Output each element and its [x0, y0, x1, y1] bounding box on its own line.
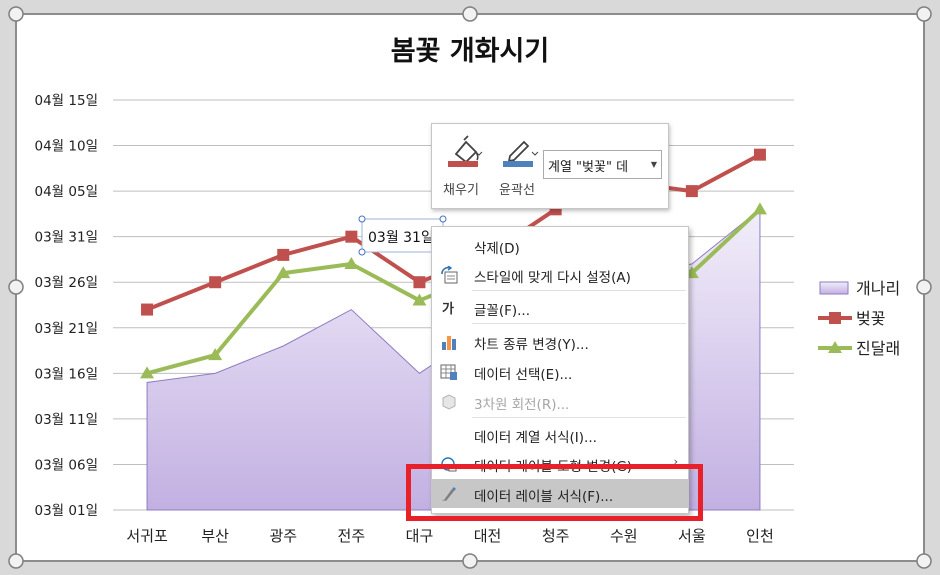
- y-tick-label: 03월 01일: [35, 503, 99, 519]
- x-tick-label: 서울: [678, 527, 706, 545]
- y-tick-label: 03월 26일: [35, 275, 99, 291]
- legend-marker: [829, 312, 841, 324]
- data-point-marker: [752, 202, 767, 215]
- resize-handle: [916, 279, 932, 295]
- fill-button[interactable]: 채우기: [438, 130, 484, 200]
- svg-text:가: 가: [442, 302, 454, 317]
- mini-toolbar: 채우기 윤곽선 계열 "벚꽃" 데 ▼: [431, 123, 669, 209]
- data-point-marker: [276, 266, 291, 279]
- menu-item-format-data-labels[interactable]: 데이터 레이블 서식(F)...: [432, 479, 688, 508]
- y-tick-label: 04월 10일: [35, 139, 99, 155]
- menu-separator: [472, 323, 686, 324]
- data-point-marker: [277, 248, 290, 261]
- format-label-icon: [442, 487, 456, 501]
- resize-handle: [916, 553, 932, 569]
- series-selector-value: 계열 "벚꽃" 데: [548, 160, 629, 175]
- data-label-box: [361, 218, 444, 253]
- x-tick-label: 인천: [746, 527, 774, 545]
- menu-item-change-chart-type[interactable]: 차트 종류 변경(Y)...: [432, 327, 688, 356]
- resize-handle: [916, 6, 932, 22]
- paint-bucket-icon: [448, 135, 483, 167]
- rotation-3d-icon: [442, 394, 456, 410]
- menu-item-label: 데이터 레이블 서식(F)...: [474, 489, 614, 505]
- highlight-box: [406, 464, 703, 521]
- menu-item-label: 3차원 회전(R)...: [474, 397, 570, 413]
- menu-item-select-data[interactable]: 데이터 선택(E)...: [432, 357, 688, 386]
- data-point-marker: [753, 148, 766, 161]
- data-point-marker: [140, 366, 155, 379]
- label-resize-handle: [439, 215, 447, 223]
- x-tick-label: 대구: [406, 527, 434, 545]
- data-point-marker: [345, 230, 358, 243]
- chart-title[interactable]: 봄꽃 개화시기: [391, 36, 549, 67]
- resize-handle: [462, 553, 478, 569]
- y-tick-label: 04월 05일: [35, 184, 99, 200]
- y-tick-label: 03월 06일: [35, 457, 99, 473]
- submenu-arrow-icon: ›: [673, 455, 678, 468]
- fill-label: 채우기: [443, 183, 479, 198]
- x-tick-label: 전주: [338, 527, 366, 545]
- x-tick-label: 서귀포: [126, 527, 168, 545]
- legend-label: 벚꽃: [856, 309, 885, 328]
- menu-item-label: 데이터 선택(E)...: [474, 367, 573, 383]
- y-tick-label: 04월 15일: [35, 93, 99, 109]
- menu-item-format-series[interactable]: 데이터 계열 서식(I)...: [432, 420, 688, 449]
- legend-swatch: [819, 281, 849, 295]
- data-point-marker: [412, 293, 427, 306]
- pen-icon: [503, 140, 539, 167]
- label-resize-handle: [358, 248, 366, 256]
- resize-handle: [8, 6, 24, 22]
- resize-handle: [8, 553, 24, 569]
- menu-separator: [472, 290, 686, 291]
- data-point-marker: [209, 276, 222, 289]
- font-icon: 가: [442, 302, 454, 317]
- legend-item[interactable]: 진달래: [818, 339, 900, 358]
- y-tick-label: 03월 11일: [35, 412, 99, 428]
- menu-item-reset-style[interactable]: 스타일에 맞게 다시 설정(A): [432, 260, 688, 289]
- menu-item-label: 데이터 계열 서식(I)...: [474, 430, 597, 446]
- legend-item[interactable]: 개나리: [819, 279, 900, 298]
- menu-item-label: 스타일에 맞게 다시 설정(A): [474, 270, 631, 286]
- select-data-icon: [440, 364, 457, 380]
- outline-label: 윤곽선: [499, 183, 535, 198]
- reset-style-icon: [441, 266, 458, 284]
- data-point-marker: [685, 185, 698, 198]
- series-selector[interactable]: 계열 "벚꽃" 데 ▼: [543, 150, 662, 179]
- menu-item-label: 글꼴(F)...: [474, 303, 531, 319]
- x-tick-label: 청주: [542, 527, 570, 545]
- x-tick-label: 대전: [474, 527, 502, 545]
- label-resize-handle: [358, 215, 366, 223]
- legend-item[interactable]: 벚꽃: [818, 309, 885, 328]
- resize-handle: [462, 6, 478, 22]
- menu-item-label: 차트 종류 변경(Y)...: [474, 337, 589, 353]
- x-tick-label: 부산: [201, 527, 229, 545]
- menu-item-font[interactable]: 가 글꼴(F)...: [432, 293, 688, 322]
- x-tick-label: 광주: [269, 527, 297, 545]
- legend-label: 개나리: [856, 279, 900, 298]
- menu-separator: [472, 417, 686, 418]
- legend-label: 진달래: [856, 339, 900, 358]
- menu-item-label: 삭제(D): [474, 241, 520, 257]
- chevron-down-icon: ▼: [650, 160, 657, 169]
- outline-button[interactable]: 윤곽선: [494, 130, 540, 200]
- x-tick-label: 수원: [610, 527, 638, 545]
- menu-item-3d-rotation[interactable]: 3차원 회전(R)...: [432, 387, 688, 416]
- y-tick-label: 03월 16일: [35, 366, 99, 382]
- selected-data-label[interactable]: 03월 31일: [358, 215, 447, 256]
- data-label-text: 03월 31일: [368, 230, 434, 246]
- chart-type-icon: [442, 336, 456, 350]
- y-tick-label: 03월 31일: [35, 230, 99, 246]
- data-point-marker: [413, 276, 426, 289]
- data-point-marker: [344, 257, 359, 269]
- menu-item-delete[interactable]: 삭제(D): [432, 231, 688, 260]
- legend-marker: [828, 341, 842, 353]
- data-point-marker: [208, 348, 223, 361]
- data-point-marker: [141, 303, 154, 316]
- chart-selection-handles[interactable]: [8, 6, 932, 569]
- y-tick-label: 03월 21일: [35, 321, 99, 337]
- resize-handle: [8, 279, 24, 295]
